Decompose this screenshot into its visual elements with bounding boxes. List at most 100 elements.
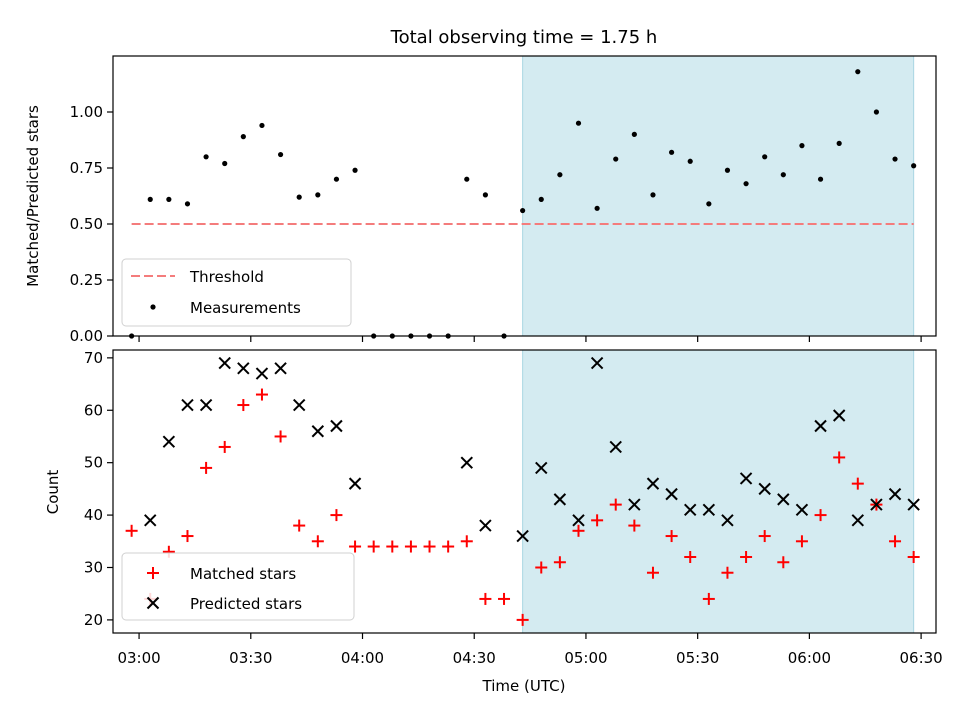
cross-b [795, 503, 809, 517]
top-x-ticks [138, 336, 922, 342]
cross-b [516, 529, 529, 543]
matched-star-point [367, 540, 380, 553]
cross-b [590, 356, 604, 370]
measurement-point [184, 201, 191, 207]
matched-star-point [833, 451, 846, 464]
top-plot-frame [112, 55, 937, 337]
measurement-point [706, 201, 712, 207]
x-tick-label: 03:00 [117, 649, 160, 667]
cross-b [851, 514, 865, 527]
cross-b [832, 409, 846, 422]
matched-star-point [907, 551, 920, 564]
measurement-point [836, 140, 842, 146]
matched-star-point [498, 592, 511, 605]
matched-star-point [386, 540, 399, 553]
matched-star-point [628, 519, 641, 532]
measurement-point [352, 167, 358, 173]
predicted-star-point [777, 493, 790, 506]
matched-star-point [460, 535, 473, 548]
cross-b [777, 493, 790, 506]
predicted-star-point [758, 482, 771, 496]
matched-star-point [237, 399, 250, 412]
matched-star-point [125, 524, 138, 537]
matched-star-point [702, 592, 715, 605]
matched-star-point [572, 524, 585, 537]
matched-star-point [814, 509, 827, 522]
observing-span-shade-bottom [522, 349, 915, 634]
cross-b [684, 503, 697, 517]
cross-b [255, 367, 269, 380]
top-panel: 0.00 0.25 0.50 0.75 1.00 Matched/Predicted s… [24, 55, 937, 345]
predicted-star-point [609, 440, 622, 454]
predicted-star-point [684, 503, 697, 517]
cross-b [739, 472, 753, 485]
predicted-star-point [479, 519, 492, 532]
chart-title: Total observing time = 1.75 h [390, 27, 658, 48]
legend-x-marker [146, 596, 160, 610]
measurement-point [687, 158, 693, 164]
predicted-star-point [292, 398, 306, 412]
legend-threshold-label: Threshold [189, 268, 264, 286]
cross-b [274, 362, 287, 375]
cross-b [665, 487, 678, 501]
bottom-y-tick-label: 60 [84, 401, 103, 419]
measurement-points [129, 69, 917, 339]
matched-star-point [553, 556, 566, 569]
predicted-star-point [460, 456, 473, 469]
predicted-star-point [572, 514, 585, 527]
x-axis-label: Time (UTC) [482, 677, 566, 695]
matched-star-point [311, 535, 324, 548]
measurement-point [557, 172, 563, 178]
matched-star-point [423, 540, 436, 553]
predicted-star-point [832, 409, 846, 422]
predicted-star-point [516, 529, 529, 543]
cross-b [479, 519, 492, 532]
predicted-star-point [553, 493, 567, 506]
bottom-plot-frame [112, 349, 937, 634]
matched-star-point [349, 540, 362, 553]
legend-predicted-swatch [146, 596, 160, 610]
cross-b [870, 498, 883, 511]
predicted-star-point [199, 398, 213, 412]
measurement-point [240, 134, 246, 140]
measurement-point [631, 131, 637, 137]
measurement-point [277, 151, 284, 158]
measurement-point [538, 196, 544, 202]
predicted-star-point [646, 477, 660, 490]
measurement-point [613, 156, 619, 162]
cross-b [181, 398, 194, 412]
predicted-star-point [330, 419, 343, 433]
cross-b [162, 435, 176, 448]
predicted-star-point [795, 503, 809, 517]
x-tick-label: 04:00 [341, 649, 384, 667]
x-tick-label: 06:30 [899, 649, 942, 667]
cross-b [721, 514, 734, 527]
bottom-y-axis-label: Count [44, 470, 62, 515]
predicted-star-point [907, 498, 920, 511]
legend-predicted-label: Predicted stars [190, 595, 302, 613]
measurement-point [315, 192, 321, 198]
cross-b [311, 425, 325, 438]
predicted-star-point [237, 362, 250, 375]
predicted-star-point [218, 356, 231, 370]
measurement-point [724, 167, 731, 173]
predicted-star-point [814, 419, 827, 433]
measurement-point [166, 196, 172, 202]
top-y-tick-label: 0.00 [70, 327, 103, 345]
matched-star-point [851, 477, 864, 490]
bottom-y-tick-label: 50 [84, 454, 103, 472]
measurement-point [873, 109, 880, 115]
cross-b [609, 440, 622, 454]
measurement-point [222, 160, 228, 167]
measurement-point [892, 156, 898, 162]
cross-b [907, 498, 920, 511]
predicted-star-point [181, 398, 194, 412]
cross-b [348, 477, 362, 490]
measurement-point [333, 176, 340, 182]
shaded-span-rect [522, 349, 915, 634]
matched-star-point [479, 592, 492, 605]
cross-b [702, 503, 716, 517]
cross-b [814, 419, 827, 433]
cross-b [646, 477, 660, 490]
